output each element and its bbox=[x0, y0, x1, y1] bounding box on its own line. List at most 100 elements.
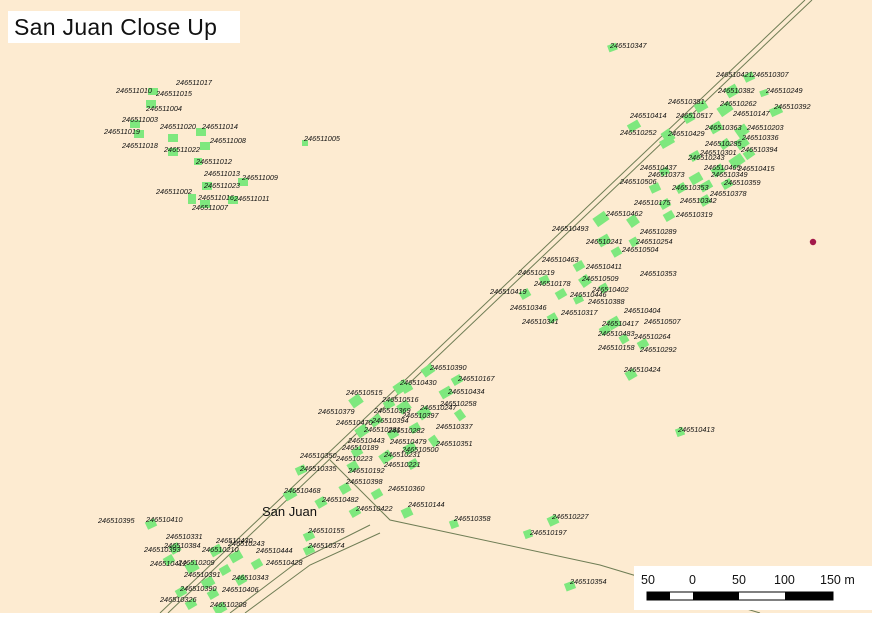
parcel-polygon[interactable] bbox=[720, 178, 734, 190]
parcel-polygon[interactable] bbox=[134, 130, 144, 138]
parcel-polygon[interactable] bbox=[200, 575, 216, 590]
parcel-polygon[interactable] bbox=[348, 506, 362, 518]
parcel-polygon[interactable] bbox=[130, 120, 140, 128]
parcel-polygon[interactable] bbox=[606, 315, 622, 331]
parcel-polygon[interactable] bbox=[448, 518, 460, 530]
parcel-polygon[interactable] bbox=[624, 368, 638, 381]
parcel-polygon[interactable] bbox=[350, 446, 364, 458]
parcel-polygon[interactable] bbox=[188, 194, 196, 204]
parcel-polygon[interactable] bbox=[184, 559, 200, 575]
parcel-polygon[interactable] bbox=[742, 147, 756, 161]
parcel-polygon[interactable] bbox=[302, 544, 316, 556]
parcel-polygon[interactable] bbox=[658, 198, 672, 210]
parcel-polygon[interactable] bbox=[218, 564, 232, 576]
parcel-polygon[interactable] bbox=[148, 88, 158, 95]
parcel-polygon[interactable] bbox=[194, 158, 202, 165]
parcel-polygon[interactable] bbox=[200, 142, 210, 150]
parcel-polygon[interactable] bbox=[438, 385, 454, 400]
parcel-polygon[interactable] bbox=[554, 288, 568, 300]
parcel-polygon[interactable] bbox=[759, 88, 769, 98]
parcel-polygon[interactable] bbox=[212, 601, 228, 613]
parcel-polygon[interactable] bbox=[592, 210, 610, 228]
parcel-polygon[interactable] bbox=[648, 182, 662, 194]
parcel-polygon[interactable] bbox=[368, 413, 384, 428]
parcel-polygon[interactable] bbox=[607, 42, 618, 53]
parcel-polygon[interactable] bbox=[354, 423, 370, 439]
parcel-polygon[interactable] bbox=[538, 274, 551, 286]
parcel-polygon[interactable] bbox=[598, 324, 612, 336]
parcel-polygon[interactable] bbox=[518, 288, 532, 300]
parcel-polygon[interactable] bbox=[450, 374, 464, 386]
parcel-polygon[interactable] bbox=[400, 506, 414, 519]
parcel-polygon[interactable] bbox=[382, 398, 396, 410]
parcel-polygon[interactable] bbox=[693, 99, 709, 114]
parcel-polygon[interactable] bbox=[208, 543, 224, 558]
parcel-polygon[interactable] bbox=[416, 405, 432, 421]
parcel-polygon[interactable] bbox=[196, 128, 206, 136]
parcel-polygon[interactable] bbox=[162, 554, 176, 566]
parcel-polygon[interactable] bbox=[168, 148, 178, 156]
parcel-polygon[interactable] bbox=[708, 120, 724, 135]
parcel-polygon[interactable] bbox=[396, 399, 412, 415]
parcel-polygon[interactable] bbox=[724, 83, 740, 99]
parcel-polygon[interactable] bbox=[768, 104, 784, 118]
parcel-polygon[interactable] bbox=[400, 382, 414, 394]
parcel-polygon[interactable] bbox=[202, 182, 212, 190]
parcel-polygon[interactable] bbox=[338, 482, 352, 495]
parcel-polygon[interactable] bbox=[427, 434, 441, 448]
parcel-polygon[interactable] bbox=[658, 135, 676, 149]
parcel-polygon[interactable] bbox=[144, 518, 158, 530]
parcel-polygon[interactable] bbox=[146, 100, 156, 108]
parcel-polygon[interactable] bbox=[546, 514, 560, 527]
parcel-polygon[interactable] bbox=[728, 152, 746, 170]
parcel-polygon[interactable] bbox=[716, 100, 734, 118]
parcel-polygon[interactable] bbox=[314, 496, 328, 509]
parcel-polygon[interactable] bbox=[420, 363, 436, 378]
parcel-polygon[interactable] bbox=[174, 586, 188, 598]
parcel-polygon[interactable] bbox=[710, 163, 726, 178]
parcel-polygon[interactable] bbox=[346, 460, 360, 473]
parcel-polygon[interactable] bbox=[734, 135, 750, 151]
parcel-polygon[interactable] bbox=[572, 260, 586, 272]
parcel-polygon[interactable] bbox=[688, 150, 702, 162]
parcel-polygon[interactable] bbox=[734, 123, 750, 139]
parcel-polygon[interactable] bbox=[302, 140, 308, 146]
parcel-polygon[interactable] bbox=[563, 580, 577, 592]
parcel-polygon[interactable] bbox=[626, 119, 642, 133]
parcel-polygon[interactable] bbox=[348, 393, 364, 409]
parcel-polygon[interactable] bbox=[718, 137, 732, 151]
parcel-polygon[interactable] bbox=[742, 71, 756, 83]
parcel-polygon[interactable] bbox=[596, 233, 612, 248]
parcel-polygon[interactable] bbox=[618, 333, 630, 345]
parcel-polygon[interactable] bbox=[636, 338, 650, 350]
parcel-polygon[interactable] bbox=[688, 171, 704, 186]
parcel-polygon[interactable] bbox=[546, 312, 559, 324]
parcel-polygon[interactable] bbox=[250, 558, 264, 570]
parcel-polygon[interactable] bbox=[578, 274, 592, 288]
parcel-polygon[interactable] bbox=[682, 112, 696, 124]
parcel-polygon[interactable] bbox=[168, 134, 178, 142]
parcel-polygon[interactable] bbox=[626, 214, 640, 228]
parcel-polygon[interactable] bbox=[206, 588, 220, 600]
parcel-polygon[interactable] bbox=[610, 246, 623, 258]
parcel-polygon[interactable] bbox=[662, 210, 676, 222]
parcel-polygon[interactable] bbox=[572, 294, 585, 305]
parcel-polygon[interactable] bbox=[402, 441, 418, 456]
parcel-polygon[interactable] bbox=[408, 422, 422, 434]
parcel-polygon[interactable] bbox=[658, 166, 671, 177]
parcel-polygon[interactable] bbox=[370, 488, 384, 500]
parcel-polygon[interactable] bbox=[200, 200, 210, 208]
parcel-polygon[interactable] bbox=[674, 182, 688, 194]
parcel-polygon[interactable] bbox=[228, 549, 244, 564]
parcel-polygon[interactable] bbox=[234, 574, 248, 586]
parcel-polygon[interactable] bbox=[698, 179, 714, 193]
parcel-polygon[interactable] bbox=[406, 458, 420, 470]
parcel-polygon[interactable] bbox=[294, 464, 308, 476]
parcel-polygon[interactable] bbox=[598, 282, 610, 294]
parcel-polygon[interactable] bbox=[184, 598, 198, 610]
parcel-polygon[interactable] bbox=[674, 426, 686, 438]
parcel-polygon[interactable] bbox=[378, 449, 394, 465]
parcel-polygon[interactable] bbox=[282, 487, 298, 502]
parcel-polygon[interactable] bbox=[228, 196, 238, 204]
